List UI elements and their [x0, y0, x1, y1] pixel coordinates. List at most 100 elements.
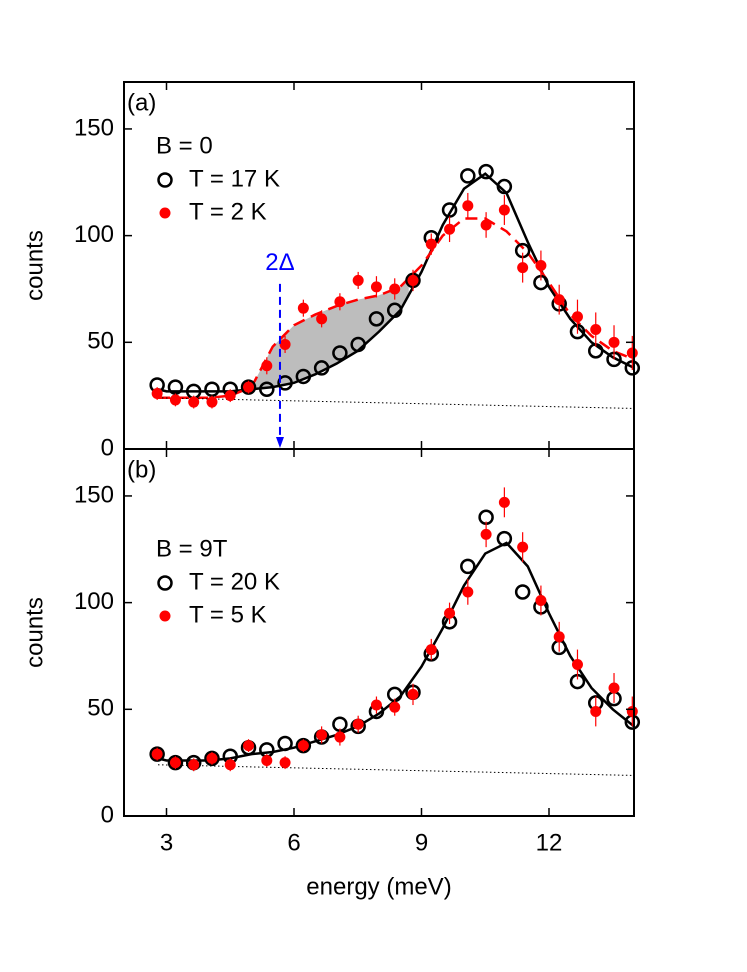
data-point	[425, 644, 437, 656]
data-point	[517, 262, 529, 274]
data-point	[243, 381, 255, 393]
x-axis-label: energy (meV)	[306, 873, 451, 900]
data-point	[188, 396, 200, 408]
data-point	[498, 204, 510, 216]
fit-line	[157, 172, 635, 393]
fit-line	[157, 764, 635, 776]
data-point	[169, 757, 181, 769]
data-point	[444, 607, 456, 619]
y-tick-label: 150	[74, 481, 114, 508]
data-point	[462, 200, 474, 212]
data-point	[334, 296, 346, 308]
x-tick-label: 6	[287, 829, 300, 856]
data-point	[259, 381, 275, 398]
legend-label: T = 17 K	[189, 165, 280, 192]
data-point	[460, 168, 476, 184]
data-point	[608, 682, 620, 694]
data-point	[279, 338, 291, 350]
data-point	[277, 375, 293, 391]
data-point	[626, 705, 638, 717]
data-point	[204, 381, 220, 398]
data-point	[407, 274, 419, 286]
data-point	[517, 541, 529, 553]
plot-frame	[123, 448, 635, 817]
data-point	[206, 396, 218, 408]
data-point	[462, 586, 474, 598]
y-tick-label: 0	[101, 434, 114, 461]
data-point	[368, 311, 385, 327]
data-point	[167, 754, 184, 771]
x-tick-label: 12	[536, 829, 563, 856]
data-point	[295, 368, 312, 385]
x-tick-label: 9	[415, 829, 428, 856]
data-point	[389, 701, 401, 713]
data-point	[224, 390, 236, 402]
data-point	[352, 274, 364, 286]
legend-marker	[159, 207, 171, 219]
data-point	[279, 757, 291, 769]
data-point	[389, 283, 401, 295]
data-point	[514, 584, 531, 600]
data-point	[204, 750, 220, 767]
data-point	[313, 360, 330, 376]
data-point	[496, 178, 513, 195]
data-point	[334, 731, 346, 743]
fit-line	[157, 541, 635, 762]
data-point	[480, 219, 492, 231]
data-point	[553, 631, 565, 643]
data-point	[386, 302, 403, 319]
data-point	[350, 336, 366, 353]
data-point	[370, 281, 382, 293]
data-point	[444, 223, 456, 235]
shaded-region	[255, 278, 409, 389]
data-point	[571, 311, 583, 323]
data-point	[425, 238, 437, 250]
annotation: B = 0	[156, 132, 213, 159]
data-point	[370, 699, 382, 711]
data-point	[608, 336, 620, 348]
data-point	[352, 718, 364, 730]
data-point	[224, 759, 236, 771]
panel-label: (b)	[127, 456, 156, 483]
data-point	[188, 759, 200, 771]
data-point	[297, 740, 309, 752]
y-tick-label: 50	[87, 695, 114, 722]
y-axis-label: counts	[21, 230, 48, 301]
data-point	[571, 659, 583, 671]
data-point	[295, 737, 312, 754]
data-point	[316, 313, 328, 325]
data-point	[496, 530, 513, 547]
data-point	[478, 163, 494, 180]
panel-label: (a)	[127, 89, 156, 116]
data-point	[169, 394, 181, 406]
y-tick-label: 50	[87, 328, 114, 355]
data-point	[151, 388, 163, 400]
legend-label: T = 2 K	[189, 198, 267, 225]
data-point	[261, 360, 273, 372]
data-point	[240, 379, 257, 395]
data-point	[590, 324, 602, 336]
y-tick-label: 100	[74, 588, 114, 615]
y-tick-label: 0	[101, 801, 114, 828]
legend-marker	[157, 575, 173, 591]
data-point	[297, 302, 309, 314]
data-point	[535, 594, 547, 606]
data-point	[316, 729, 328, 741]
data-point	[243, 740, 255, 752]
data-point	[261, 755, 273, 767]
data-point	[149, 746, 165, 762]
data-point	[460, 558, 476, 575]
legend-label: T = 20 K	[189, 568, 280, 595]
annotation: B = 9T	[156, 535, 228, 562]
data-point	[480, 528, 492, 540]
gap-label: 2Δ	[265, 249, 294, 276]
legend-label: T = 5 K	[189, 601, 267, 628]
data-point	[553, 294, 565, 306]
x-tick-label: 3	[160, 829, 173, 856]
legend-marker	[159, 610, 171, 622]
data-point	[626, 347, 638, 359]
y-tick-label: 150	[74, 114, 114, 141]
y-tick-label: 100	[74, 221, 114, 248]
legend-marker	[157, 172, 173, 188]
